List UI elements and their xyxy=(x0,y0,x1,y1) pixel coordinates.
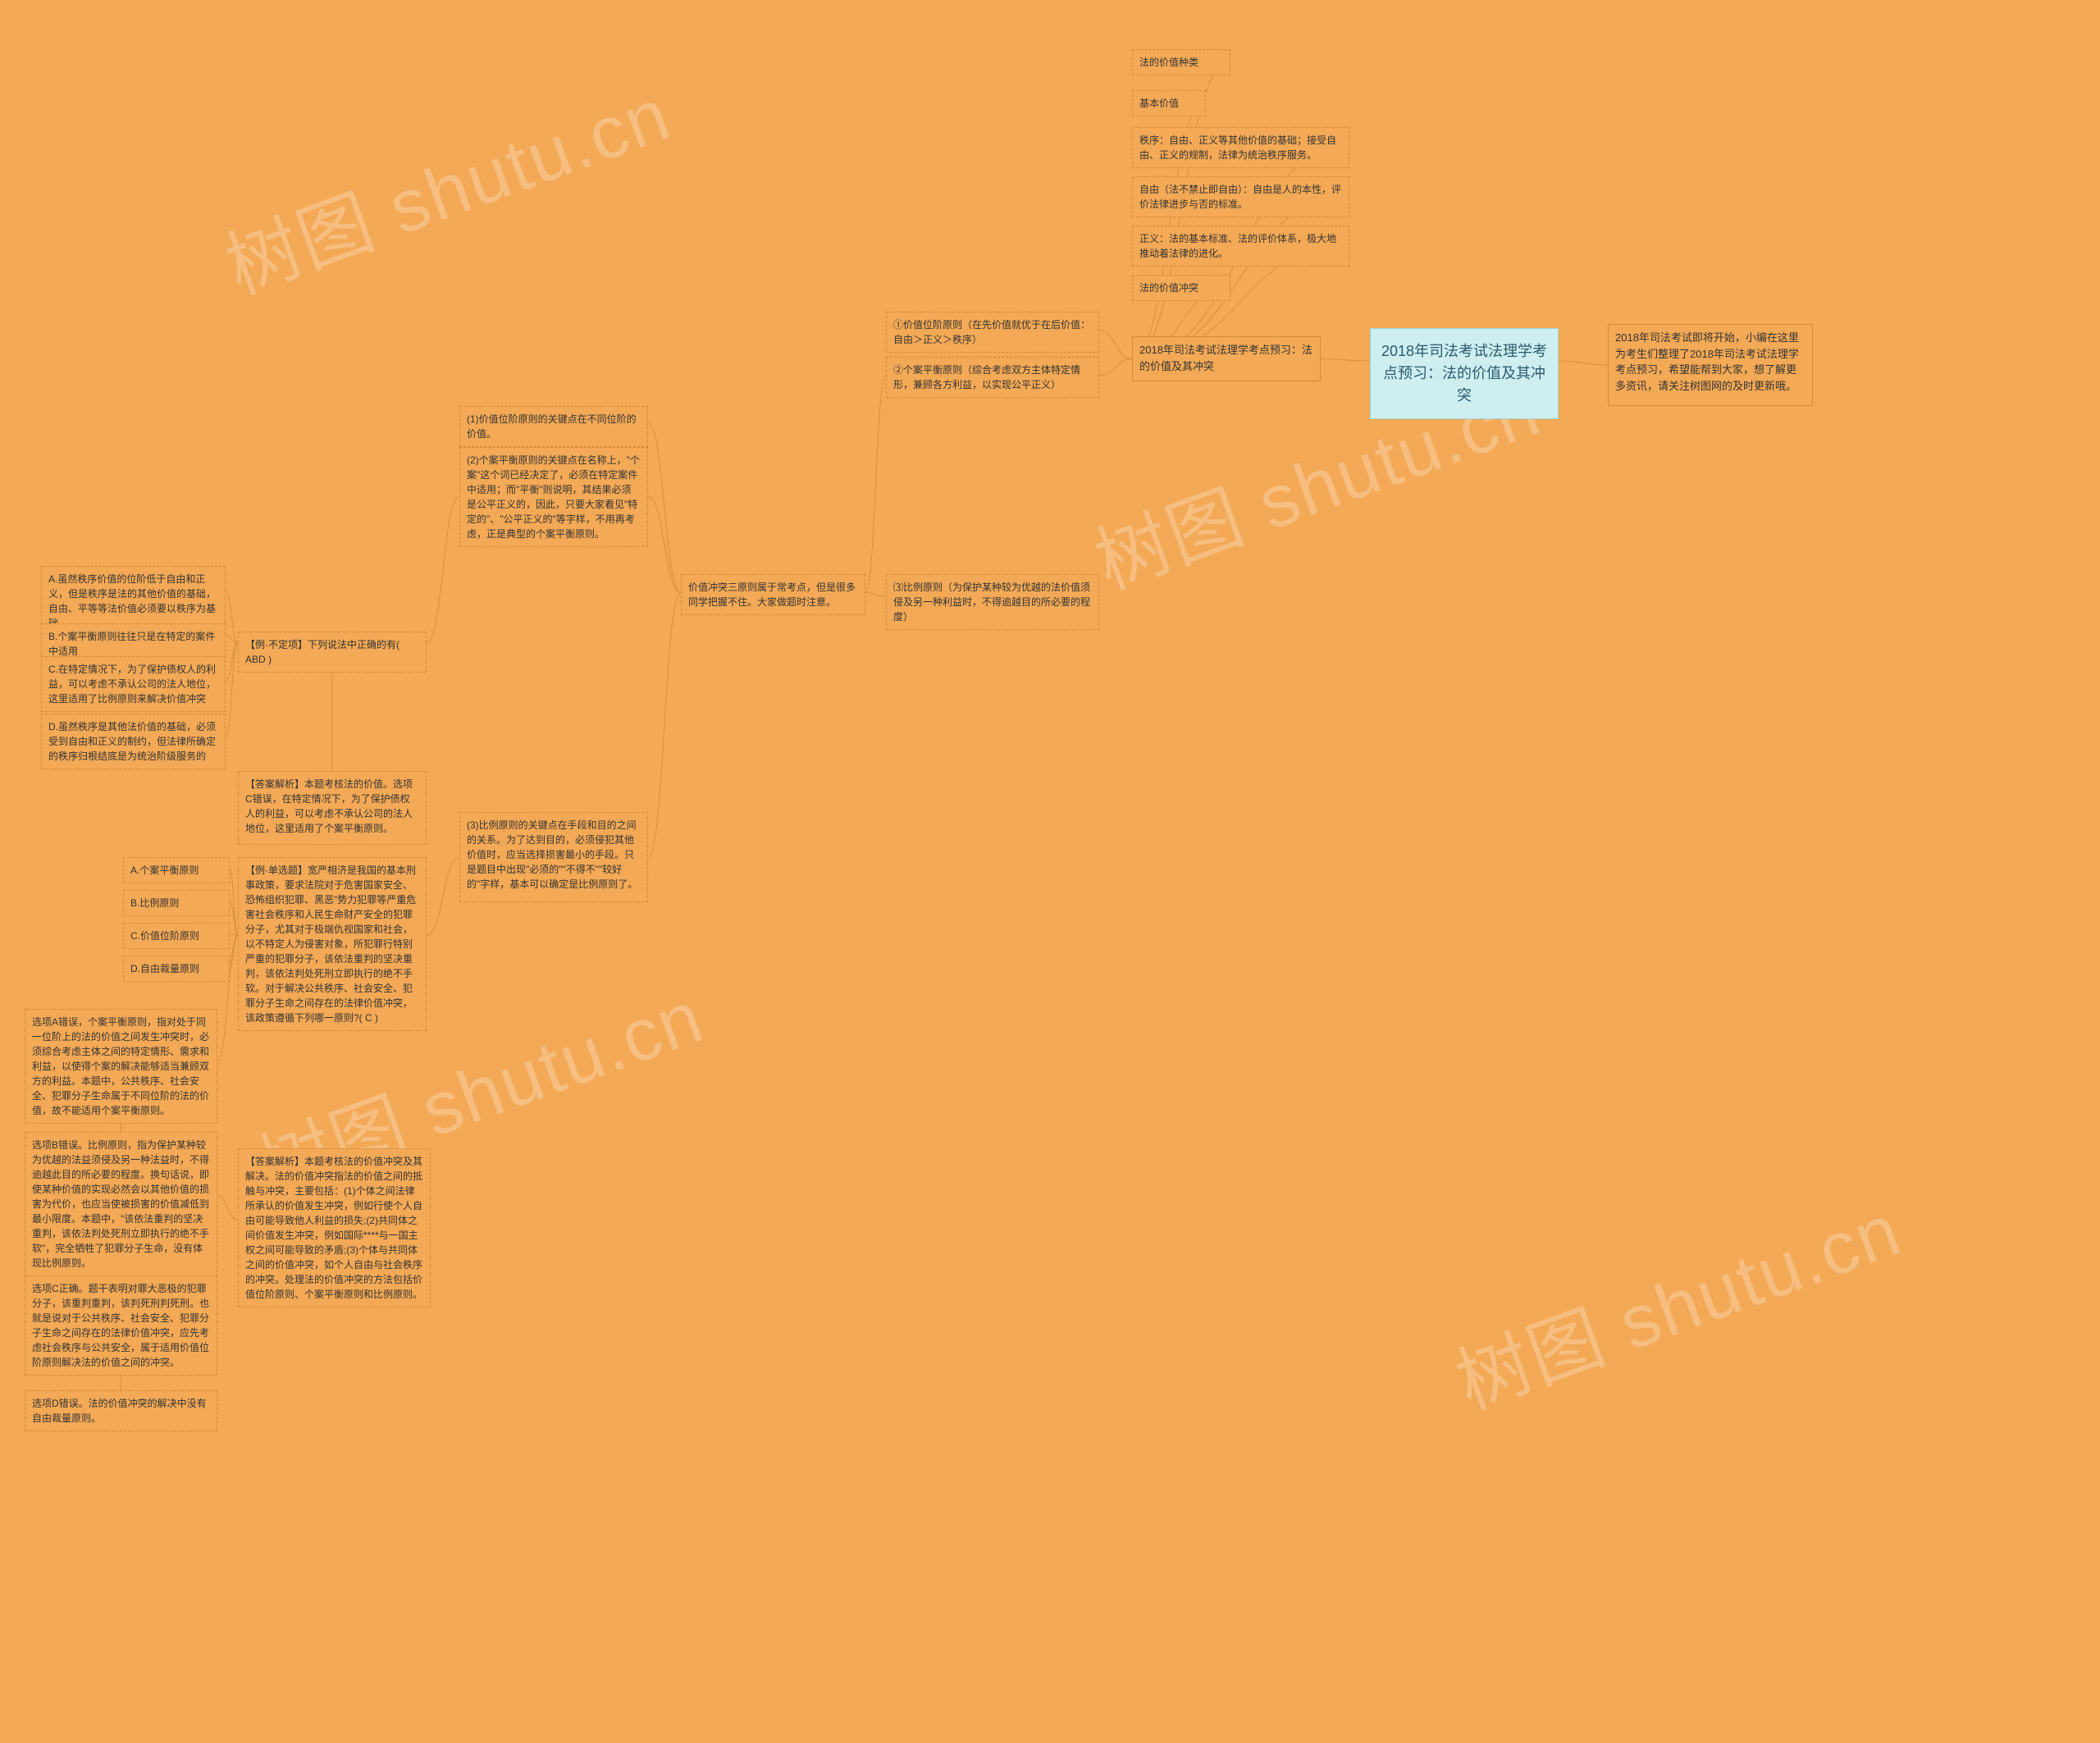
node-freedom[interactable]: 自由（法不禁止即自由）：自由是人的本性，评价法律进步与否的标准。 xyxy=(1132,176,1349,217)
node-analysis-d[interactable]: 选项D错误。法的价值冲突的解决中没有自由裁量原则。 xyxy=(25,1390,217,1431)
node-tip-3[interactable]: (3)比例原则的关键点在手段和目的之间的关系。为了达到目的，必须侵犯其他价值时，… xyxy=(459,812,648,902)
node-ex2-c[interactable]: C.价值位阶原则 xyxy=(123,923,230,949)
node-analysis-a[interactable]: 选项A错误，个案平衡原则，指对处于同一位阶上的法的价值之间发生冲突时，必须综合考… xyxy=(25,1009,217,1124)
node-example-2[interactable]: 【例·单选题】宽严相济是我国的基本刑事政策，要求法院对于危害国家安全、恐怖组织犯… xyxy=(238,857,427,1031)
node-conflict[interactable]: 法的价值冲突 xyxy=(1132,275,1230,301)
node-ex1-c[interactable]: C.在特定情况下，为了保护债权人的利益，可以考虑不承认公司的法人地位，这里适用了… xyxy=(41,656,226,712)
node-example-1[interactable]: 【例·不定项】下列说法中正确的有( ABD ) xyxy=(238,632,427,673)
node-principle-3[interactable]: ⑶比例原则（为保护某种较为优越的法价值须侵及另一种利益时，不得逾越目的所必要的程… xyxy=(886,574,1099,630)
node-three-principles[interactable]: 价值冲突三原则属于常考点，但是很多同学把握不住。大家做题时注意。 xyxy=(681,574,865,615)
watermark: 树图 shutu.cn xyxy=(209,55,682,314)
root-node[interactable]: 2018年司法考试法理学考点预习：法的价值及其冲突 xyxy=(1370,328,1559,419)
node-analysis-b[interactable]: 选项B错误。比例原则，指为保护某种较为优越的法益须侵及另一种法益时，不得逾越此目… xyxy=(25,1132,217,1276)
node-ex1-answer[interactable]: 【答案解析】本题考核法的价值。选项C错误，在特定情况下，为了保护债权人的利益，可… xyxy=(238,771,427,845)
node-principle-1[interactable]: ①价值位阶原则（在先价值就优于在后价值：自由＞正义＞秩序） xyxy=(886,312,1099,353)
node-analysis-explain[interactable]: 【答案解析】本题考核法的价值冲突及其解决。法的价值冲突指法的价值之间的抵触与冲突… xyxy=(238,1148,431,1307)
topic-node[interactable]: 2018年司法考试法理学考点预习：法的价值及其冲突 xyxy=(1132,336,1321,381)
node-kinds[interactable]: 法的价值种类 xyxy=(1132,49,1230,75)
node-ex2-d[interactable]: D.自由裁量原则 xyxy=(123,956,230,982)
node-principle-2[interactable]: ②个案平衡原则（综合考虑双方主体特定情形，兼顾各方利益，以实现公平正义） xyxy=(886,357,1099,398)
node-tip-1[interactable]: (1)价值位阶原则的关键点在不同位阶的价值。 xyxy=(459,406,648,447)
summary-node[interactable]: 2018年司法考试即将开始，小编在这里为考生们整理了2018年司法考试法理学考点… xyxy=(1608,324,1813,406)
node-basic[interactable]: 基本价值 xyxy=(1132,90,1206,116)
node-ex2-a[interactable]: A.个案平衡原则 xyxy=(123,857,230,883)
node-ex1-d[interactable]: D.虽然秩序是其他法价值的基础，必须受到自由和正义的制约，但法律所确定的秩序归根… xyxy=(41,714,226,769)
watermark: 树图 shutu.cn xyxy=(1440,1170,1913,1430)
node-ex2-b[interactable]: B.比例原则 xyxy=(123,890,230,916)
node-tip-2[interactable]: (2)个案平衡原则的关键点在名称上，"个案"这个词已经决定了，必须在特定案件中适… xyxy=(459,447,648,547)
node-analysis-c[interactable]: 选项C正确。题干表明对罪大恶极的犯罪分子，该重判重判，该判死刑判死刑。也就是说对… xyxy=(25,1275,217,1376)
node-order[interactable]: 秩序：自由、正义等其他价值的基础；接受自由、正义的规制，法律为统治秩序服务。 xyxy=(1132,127,1349,168)
node-justice[interactable]: 正义：法的基本标准、法的评价体系，极大地推动着法律的进化。 xyxy=(1132,226,1349,267)
